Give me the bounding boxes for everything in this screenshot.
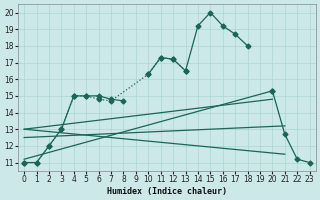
X-axis label: Humidex (Indice chaleur): Humidex (Indice chaleur): [107, 187, 227, 196]
